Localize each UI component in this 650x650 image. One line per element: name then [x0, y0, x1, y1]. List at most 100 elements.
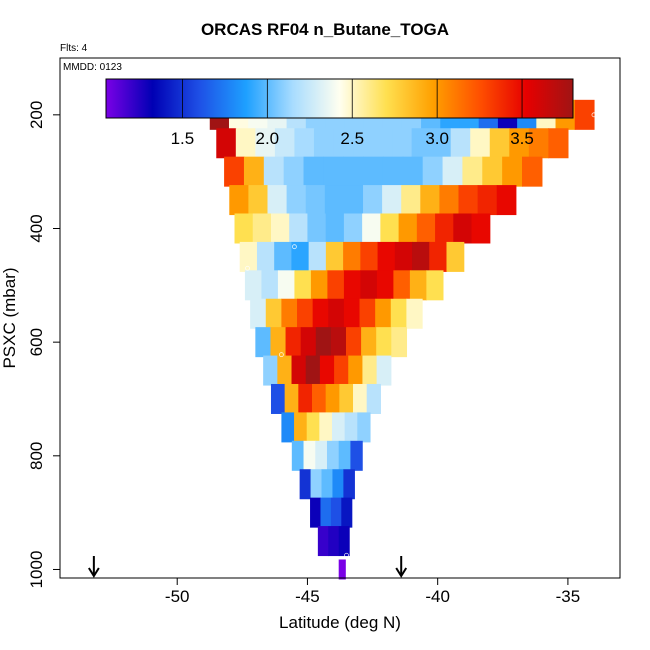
heatmap-band — [229, 185, 517, 216]
heatmap-cell — [412, 241, 430, 272]
heatmap-cell — [509, 128, 530, 159]
heatmap-cell — [298, 383, 313, 414]
heatmap-cell — [401, 185, 421, 216]
heatmap-cell — [255, 327, 272, 358]
heatmap-cell — [294, 128, 315, 159]
sample-point — [344, 552, 349, 558]
heatmap-cell — [338, 526, 350, 557]
heatmap-cell — [574, 99, 595, 130]
y-tick-label: 1000 — [27, 551, 46, 589]
heatmap-band — [281, 412, 371, 443]
y-tick-label: 800 — [27, 442, 46, 470]
heatmap-cell — [366, 383, 381, 414]
heatmap-cell — [528, 128, 549, 159]
sample-point — [591, 112, 597, 118]
heatmap-band — [224, 156, 543, 187]
colorbar-tick-label: 2.5 — [340, 129, 364, 148]
heatmap-cell — [319, 355, 335, 386]
colorbar-tick-label: 1.5 — [171, 129, 195, 148]
heatmap-cell — [343, 185, 364, 216]
colorbar-tick-label: 3.0 — [425, 129, 449, 148]
heatmap-cell — [294, 412, 308, 443]
heatmap-cell — [306, 412, 320, 443]
heatmap-band — [338, 559, 346, 580]
heatmap-cell — [300, 327, 317, 358]
heatmap-cell — [359, 298, 376, 329]
heatmap-cell — [330, 327, 347, 358]
heatmap-cell — [362, 213, 381, 244]
heatmap-cell — [420, 185, 441, 216]
heatmap-band — [239, 241, 465, 272]
heatmap-cell — [398, 213, 418, 244]
heatmap-cell — [376, 355, 392, 386]
heatmap-cell — [393, 270, 411, 301]
heatmap-cell — [310, 469, 323, 500]
heatmap-cell — [446, 241, 465, 272]
heatmap-cell — [277, 270, 296, 301]
heatmap-band — [299, 469, 355, 500]
heatmap-cell — [343, 241, 361, 272]
heatmap-cell — [442, 156, 464, 187]
heatmap-cell — [326, 440, 340, 471]
heatmap-cell — [299, 469, 312, 500]
colorbar: 1.5 2.0 2.5 3.0 3.5 — [105, 78, 574, 148]
heatmap-cell — [363, 156, 384, 187]
heatmap-cell — [305, 185, 326, 216]
heatmap-cell — [390, 298, 408, 329]
sample-point — [292, 244, 297, 250]
heatmap-cell — [281, 298, 298, 329]
heatmap-cell — [353, 383, 368, 414]
heatmap-cell — [348, 355, 364, 386]
heatmap-cell — [382, 185, 402, 216]
heatmap-cell — [324, 185, 345, 216]
heatmap-cell — [330, 497, 342, 528]
heatmap-cell — [376, 327, 392, 358]
heatmap-cell — [453, 213, 473, 244]
heatmap-cell — [263, 355, 278, 386]
heatmap-cell — [357, 412, 371, 443]
heatmap-cell — [224, 156, 245, 187]
heatmap-cell — [360, 241, 379, 272]
heatmap-cell — [267, 185, 288, 216]
heatmap-cell — [489, 128, 510, 159]
colorbar-tick-label: 3.5 — [510, 129, 534, 148]
heatmap-cell — [307, 213, 327, 244]
x-tick-label: -40 — [425, 587, 450, 606]
heatmap-cell — [284, 383, 299, 414]
heatmap-cell — [235, 128, 256, 159]
heatmap-cell — [244, 270, 263, 301]
heatmap-band — [244, 270, 444, 301]
heatmap-cell — [323, 156, 344, 187]
heatmap-cell — [363, 185, 383, 216]
heatmap-cell — [344, 412, 358, 443]
heatmap-cell — [270, 213, 290, 244]
arrows — [88, 556, 408, 578]
colorbar-tick-label: 2.0 — [256, 129, 280, 148]
heatmap-cell — [343, 213, 363, 244]
heatmap-cell — [308, 241, 327, 272]
heatmap-cell — [377, 241, 396, 272]
colorbar-bar — [106, 79, 573, 118]
heatmap-cell — [297, 298, 314, 329]
heatmap-cell — [343, 270, 362, 301]
heatmap-cell — [376, 270, 394, 301]
heatmap-band — [263, 355, 392, 386]
heatmap-cell — [255, 128, 276, 159]
plot-frame — [59, 57, 621, 579]
axes: -50 -45 -40 -35 200 400 600 800 1000 — [27, 57, 621, 606]
heatmap-cell — [372, 128, 393, 159]
heatmap-cell — [338, 559, 346, 580]
heatmap-cell — [310, 270, 329, 301]
heatmap-cell — [320, 497, 332, 528]
heatmap-cell — [334, 355, 349, 386]
heatmap-cell — [350, 440, 363, 471]
heatmap-cells — [209, 99, 595, 580]
heatmap-cell — [439, 185, 460, 216]
heatmap-cell — [338, 440, 352, 471]
heatmap-cell — [360, 270, 378, 301]
heatmap-cell — [411, 128, 432, 159]
heatmap-cell — [303, 156, 324, 187]
heatmap-band — [234, 213, 491, 244]
heatmap-cell — [332, 412, 346, 443]
